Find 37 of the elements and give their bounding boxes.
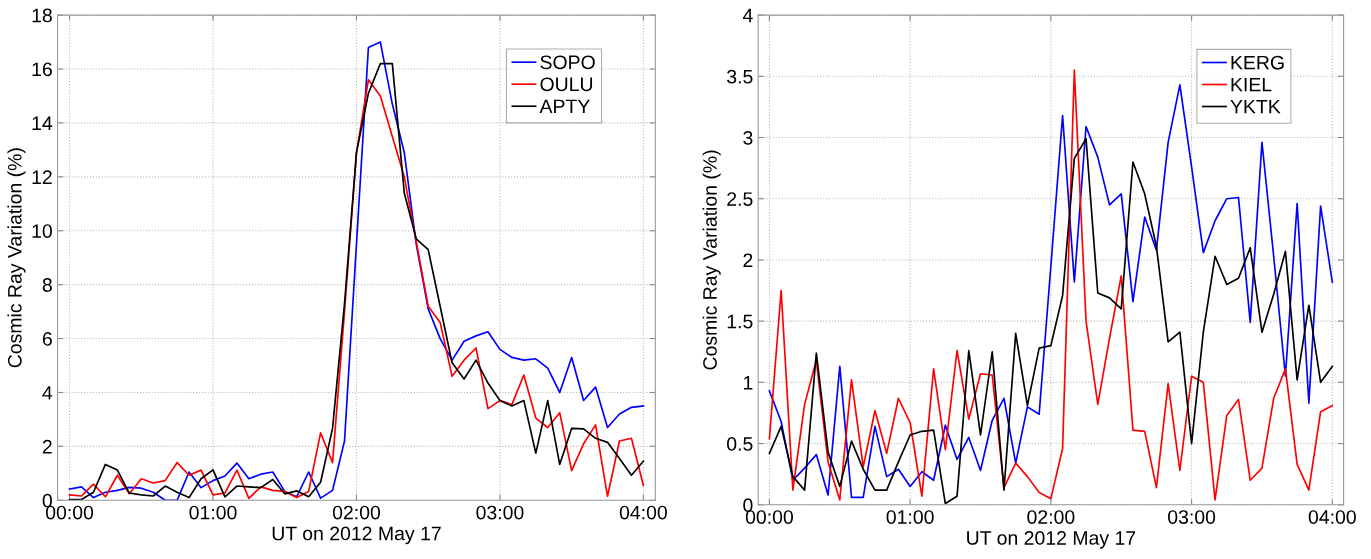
x-axis-title: UT on 2012 May 17	[967, 531, 1136, 549]
legend-label: KERG	[1231, 55, 1284, 70]
x-tick-label: 02:00	[1027, 510, 1075, 524]
y-axis-title: Cosmic Ray Variation (%)	[702, 150, 721, 370]
y-tick-label: 2	[42, 439, 52, 454]
y-tick-label: 1	[743, 376, 753, 390]
x-tick-label: 03:00	[1168, 510, 1216, 524]
legend-label: SOPO	[540, 55, 595, 70]
x-tick-label: 04:00	[1308, 510, 1356, 524]
x-tick-label: 01:00	[189, 505, 237, 520]
x-tick-label: 02:00	[332, 505, 381, 520]
y-tick-label: 16	[32, 62, 52, 77]
y-tick-label: 6	[42, 332, 52, 346]
y-tick-label: 18	[32, 8, 52, 23]
y-tick-label: 8	[42, 278, 52, 292]
y-tick-label: 12	[32, 170, 52, 184]
y-tick-label: 4	[42, 386, 53, 400]
legend-label: OULU	[540, 77, 593, 92]
y-tick-label: 2.5	[727, 192, 753, 206]
y-tick-label: 3	[743, 130, 753, 145]
x-axis-title: UT on 2012 May 17	[272, 526, 441, 545]
x-tick-label: 01:00	[886, 510, 934, 524]
legend-label: KIEL	[1231, 77, 1272, 92]
y-tick-label: 4	[742, 8, 753, 23]
y-tick-label: 1.5	[727, 314, 753, 329]
legend-label: YKTK	[1230, 99, 1281, 114]
y-tick-label: 3.5	[727, 69, 753, 84]
y-tick-label: 2	[743, 253, 753, 267]
y-axis-title: Cosmic Ray Variation (%)	[7, 148, 26, 368]
y-tick-label: 10	[32, 224, 52, 238]
y-tick-label: 14	[32, 116, 53, 130]
y-tick-label: 0.5	[727, 437, 753, 451]
x-tick-label: 03:00	[476, 505, 524, 520]
x-tick-label: 04:00	[619, 505, 667, 520]
y-tick-label: 0	[743, 498, 753, 513]
x-tick-label: 00:00	[745, 510, 793, 524]
legend-label: APTY	[539, 99, 590, 114]
